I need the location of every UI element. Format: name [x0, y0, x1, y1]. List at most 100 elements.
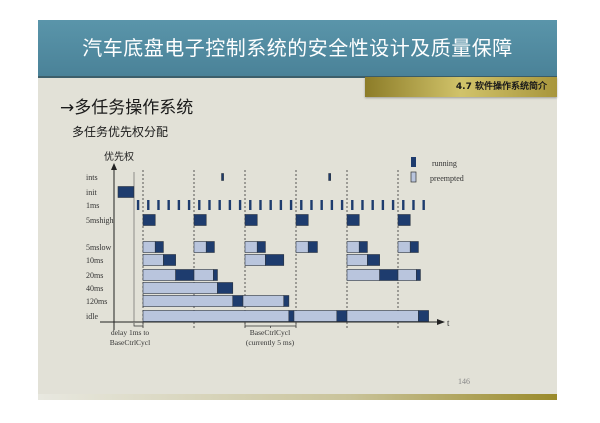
preempted-segment: [346, 254, 368, 266]
row-label-20ms: 20ms: [86, 271, 103, 280]
row-label-120ms: 120ms: [86, 297, 107, 306]
preempted-segment: [346, 310, 419, 322]
tick-1ms: [187, 200, 191, 210]
row-label-idle: idle: [86, 312, 98, 321]
preempted-segment: [293, 310, 338, 322]
tick-1ms: [249, 200, 252, 210]
running-segment: [283, 295, 290, 307]
preempted-segment: [142, 310, 290, 322]
tick-1ms: [330, 200, 334, 210]
row-label-init: init: [86, 188, 97, 197]
running-segment: [205, 241, 215, 253]
tick-1ms: [351, 200, 354, 210]
y-axis-label: 优先权: [104, 150, 134, 163]
preempted-segment: [193, 241, 207, 253]
tick-1ms: [361, 200, 364, 210]
row-label-ints: ints: [86, 173, 98, 182]
tick-1ms: [320, 200, 323, 210]
slide: 汽车底盘电子控制系统的安全性设计及质量保障 4.7 软件操作系统简介 →多任务操…: [38, 20, 557, 400]
running-segment: [244, 214, 258, 226]
delay-brace: [133, 323, 144, 327]
delay-label-2: BaseCtrlCycl: [110, 338, 150, 347]
tick-1ms: [381, 200, 385, 210]
row-label-10ms: 10ms: [86, 256, 103, 265]
running-segment: [295, 214, 309, 226]
preempted-segment: [397, 241, 411, 253]
running-segment: [418, 310, 429, 322]
preempted-segment: [244, 254, 266, 266]
running-segment: [175, 269, 195, 281]
tick-1ms: [279, 200, 283, 210]
tick-1ms: [310, 200, 313, 210]
tick-1ms: [167, 200, 170, 210]
x-axis-label: t: [447, 318, 450, 328]
running-segment: [221, 173, 224, 181]
tick-1ms: [157, 200, 160, 210]
section-tab: 4.7 软件操作系统简介: [365, 77, 557, 97]
preempted-segment: [142, 282, 218, 294]
legend-running-swatch: [411, 157, 416, 167]
heading: →多任务操作系统: [60, 98, 194, 118]
tick-1ms: [289, 200, 293, 210]
tick-1ms: [422, 200, 425, 210]
row-label-5mshigh: 5mshigh: [86, 216, 114, 225]
tick-1ms: [208, 200, 211, 210]
row-label-40ms: 40ms: [86, 284, 103, 293]
cycle-label-1: BaseCtrlCycl: [250, 328, 290, 337]
footer-bar: [38, 394, 557, 400]
running-segment: [213, 269, 218, 281]
preempted-segment: [346, 269, 380, 281]
preempted-segment: [193, 269, 214, 281]
y-axis-arrow: [111, 163, 117, 170]
tick-1ms: [177, 200, 181, 210]
cycle-label-2: (currently 5 ms): [246, 338, 295, 347]
legend-preempted-swatch: [410, 171, 417, 183]
preempted-segment: [142, 295, 234, 307]
tick-1ms: [147, 200, 150, 210]
running-segment: [409, 241, 419, 253]
running-segment: [288, 310, 295, 322]
tick-1ms: [371, 200, 374, 210]
tick-1ms: [218, 200, 221, 210]
running-segment: [154, 241, 164, 253]
section-tab-label: 4.7 软件操作系统简介: [455, 82, 547, 92]
tick-1ms: [300, 200, 303, 210]
tick-1ms: [412, 200, 415, 210]
x-axis-arrow: [437, 319, 445, 325]
running-segment: [328, 173, 331, 181]
running-segment: [346, 214, 360, 226]
tick-1ms: [402, 200, 405, 210]
running-segment: [397, 214, 411, 226]
running-segment: [358, 241, 368, 253]
preempted-segment: [346, 241, 360, 253]
running-segment: [217, 282, 234, 294]
preempted-segment: [142, 241, 156, 253]
preempted-segment: [142, 254, 164, 266]
running-segment: [379, 269, 399, 281]
row-label-1ms: 1ms: [86, 201, 99, 210]
tick-1ms: [198, 200, 201, 210]
subheading: 多任务优先权分配: [72, 125, 169, 139]
tick-1ms: [136, 200, 140, 210]
slide-title: 汽车底盘电子控制系统的安全性设计及质量保障: [82, 36, 513, 60]
tick-1ms: [259, 200, 262, 210]
tick-1ms: [269, 200, 272, 210]
preempted-segment: [242, 295, 285, 307]
delay-label-1: delay 1ms to: [111, 328, 150, 337]
slide-header: 汽车底盘电子控制系统的安全性设计及质量保障: [38, 20, 557, 78]
running-segment: [163, 254, 176, 266]
running-segment: [117, 186, 135, 198]
running-segment: [256, 241, 266, 253]
preempted-segment: [295, 241, 309, 253]
running-segment: [265, 254, 285, 266]
running-segment: [232, 295, 244, 307]
cycle-brace: [244, 323, 297, 328]
tick-1ms: [238, 200, 242, 210]
preempted-segment: [142, 269, 176, 281]
legend-preempted-label: preempted: [430, 174, 464, 183]
tick-1ms: [228, 200, 232, 210]
running-segment: [336, 310, 348, 322]
running-segment: [367, 254, 380, 266]
running-segment: [142, 214, 156, 226]
